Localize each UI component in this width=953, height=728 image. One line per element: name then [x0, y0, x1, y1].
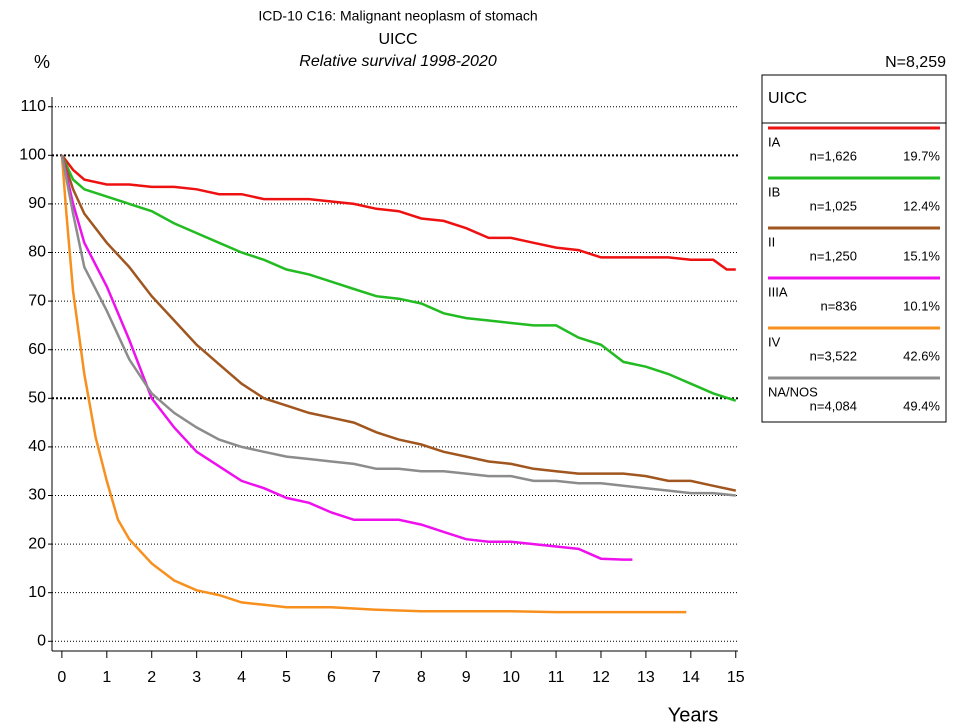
x-tick-label: 13	[637, 669, 655, 686]
x-tick-label: 8	[417, 669, 426, 686]
total-count: N=8,259	[885, 54, 946, 71]
y-tick-label: 80	[28, 244, 46, 261]
legend-count: n=1,250	[810, 248, 857, 263]
x-tick-label: 12	[592, 669, 610, 686]
legend-name: NA/NOS	[768, 384, 818, 399]
x-tick-label: 4	[237, 669, 246, 686]
x-tick-label: 3	[192, 669, 201, 686]
y-tick-label: 10	[28, 584, 46, 601]
legend-title: UICC	[768, 90, 807, 107]
y-tick-label: 40	[28, 438, 46, 455]
x-tick-label: 7	[372, 669, 381, 686]
legend-share: 15.1%	[903, 248, 940, 263]
x-tick-label: 15	[727, 669, 745, 686]
x-tick-label: 1	[102, 669, 111, 686]
survival-line	[60, 155, 687, 614]
survival-line	[60, 155, 633, 561]
x-tick-label: 0	[57, 669, 66, 686]
legend-name: II	[768, 234, 775, 249]
survival-line	[60, 154, 736, 271]
y-axis-label: %	[34, 52, 50, 72]
legend-name: IIIA	[768, 284, 788, 299]
chart-title: ICD-10 C16: Malignant neoplasm of stomac…	[258, 8, 537, 24]
y-tick-label: 70	[28, 292, 46, 309]
legend-name: IV	[768, 334, 781, 349]
x-tick-label: 6	[327, 669, 336, 686]
legend-name: IB	[768, 184, 780, 199]
x-tick-label: 11	[548, 669, 565, 686]
legend-share: 10.1%	[903, 298, 940, 313]
y-tick-label: 110	[20, 98, 46, 115]
y-tick-label: 20	[28, 535, 46, 552]
y-tick-label: 50	[28, 390, 46, 407]
legend-box	[761, 74, 947, 423]
legend-count: n=4,084	[810, 398, 857, 413]
legend-count: n=1,025	[810, 198, 857, 213]
y-tick-label: 100	[19, 147, 46, 164]
survival-line	[60, 154, 737, 492]
x-tick-label: 5	[282, 669, 291, 686]
legend-count: n=836	[820, 298, 857, 313]
legend-share: 49.4%	[903, 398, 940, 413]
survival-line	[60, 155, 736, 497]
x-tick-label: 14	[682, 669, 700, 686]
y-tick-label: 60	[28, 341, 46, 358]
y-tick-label: 30	[28, 487, 46, 504]
y-tick-label: 0	[37, 632, 46, 649]
x-axis-label: Years	[668, 704, 718, 726]
legend-count: n=1,626	[810, 148, 857, 163]
survival-line	[60, 154, 737, 402]
y-tick-label: 90	[28, 195, 46, 212]
x-tick-label: 2	[147, 669, 156, 686]
legend-share: 12.4%	[903, 198, 940, 213]
chart-caption: Relative survival 1998-2020	[299, 53, 497, 70]
x-tick-label: 9	[462, 669, 471, 686]
legend-name: IA	[768, 134, 781, 149]
legend-count: n=3,522	[810, 348, 857, 363]
chart-subtitle: UICC	[378, 31, 417, 48]
legend-share: 42.6%	[903, 348, 940, 363]
x-tick-label: 10	[502, 669, 520, 686]
legend-share: 19.7%	[903, 148, 940, 163]
